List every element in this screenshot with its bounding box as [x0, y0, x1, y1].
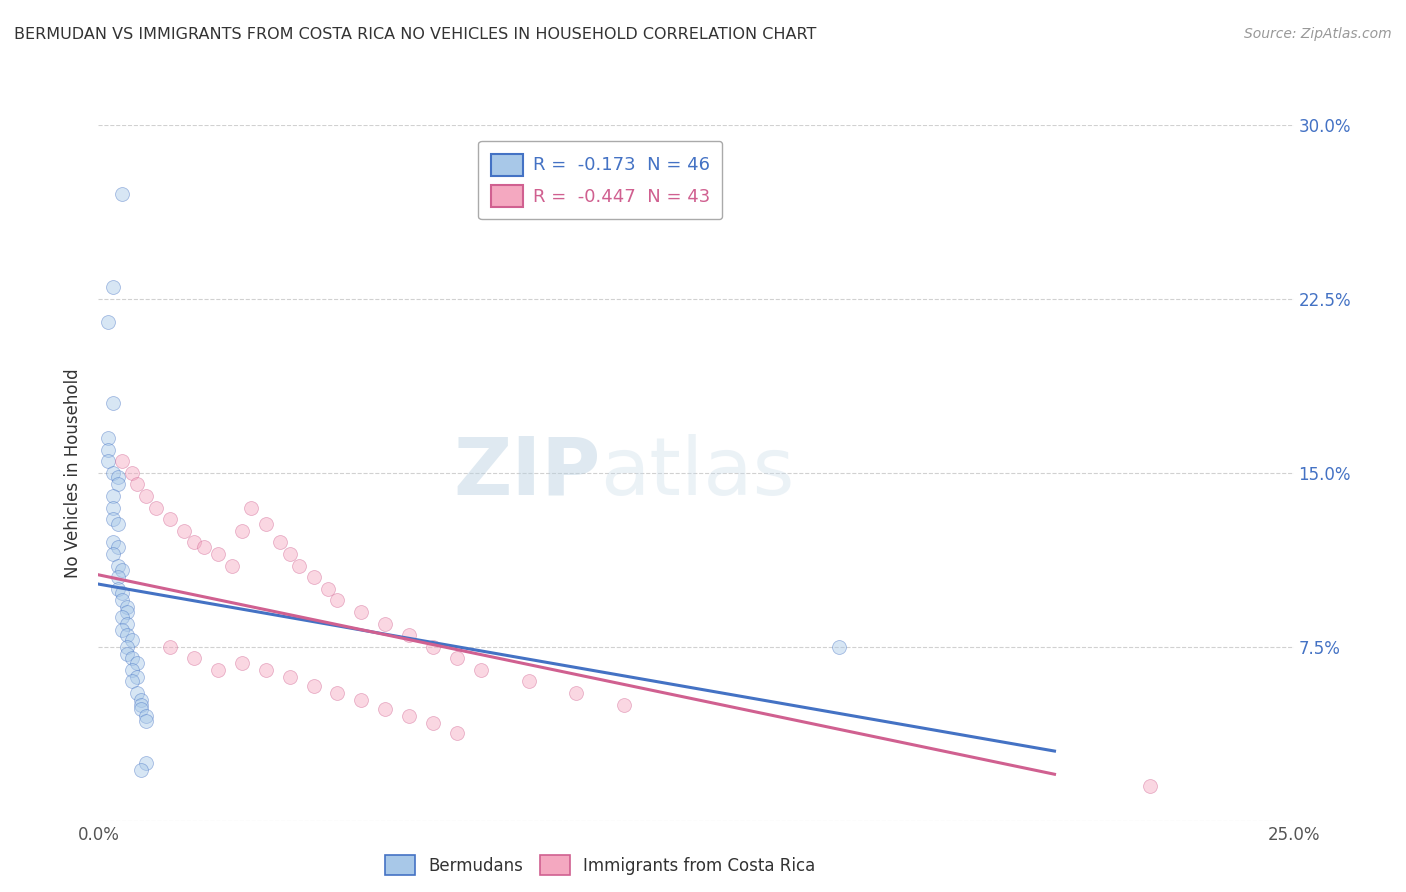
Point [565, 686, 588, 700]
Point [101, 512, 124, 526]
Point [107, 470, 129, 484]
Point [131, 698, 153, 712]
Point [111, 624, 134, 638]
Legend: Bermudans, Immigrants from Costa Rica: Bermudans, Immigrants from Costa Rica [378, 848, 823, 882]
Point [221, 558, 243, 573]
Point [398, 628, 420, 642]
Point [115, 647, 138, 661]
Text: atlas: atlas [600, 434, 794, 512]
Point [288, 558, 311, 573]
Point [101, 535, 124, 549]
Point [240, 500, 263, 515]
Point [131, 693, 153, 707]
Point [121, 674, 143, 689]
Point [101, 396, 124, 410]
Point [613, 698, 636, 712]
Point [326, 686, 349, 700]
Point [101, 547, 124, 561]
Point [231, 524, 253, 538]
Point [254, 663, 277, 677]
Text: ZIP: ZIP [453, 434, 600, 512]
Point [316, 582, 339, 596]
Point [278, 670, 301, 684]
Point [446, 651, 468, 665]
Point [231, 656, 253, 670]
Point [350, 605, 373, 619]
Point [135, 714, 157, 728]
Point [159, 640, 181, 654]
Point [97, 454, 120, 468]
Point [302, 570, 325, 584]
Text: Source: ZipAtlas.com: Source: ZipAtlas.com [1244, 27, 1392, 41]
Point [107, 558, 129, 573]
Point [125, 670, 148, 684]
Point [107, 540, 129, 554]
Point [97, 431, 120, 445]
Point [125, 477, 148, 491]
Point [374, 702, 396, 716]
Point [125, 656, 148, 670]
Point [115, 616, 138, 631]
Point [111, 609, 134, 624]
Point [121, 466, 143, 480]
Point [254, 516, 277, 531]
Point [107, 582, 129, 596]
Point [131, 702, 153, 716]
Point [350, 693, 373, 707]
Point [101, 500, 124, 515]
Point [125, 686, 148, 700]
Point [131, 763, 153, 777]
Point [145, 500, 167, 515]
Point [111, 187, 134, 202]
Point [183, 651, 205, 665]
Point [101, 466, 124, 480]
Point [173, 524, 195, 538]
Point [207, 663, 229, 677]
Point [302, 679, 325, 693]
Point [183, 535, 205, 549]
Point [326, 593, 349, 607]
Point [374, 616, 396, 631]
Point [107, 477, 129, 491]
Point [111, 563, 134, 577]
Y-axis label: No Vehicles in Household: No Vehicles in Household [65, 368, 83, 578]
Point [135, 489, 157, 503]
Point [97, 442, 120, 457]
Point [207, 547, 229, 561]
Point [828, 640, 851, 654]
Point [101, 280, 124, 294]
Point [278, 547, 301, 561]
Point [517, 674, 540, 689]
Point [135, 756, 157, 770]
Point [121, 663, 143, 677]
Point [121, 632, 143, 647]
Point [111, 586, 134, 600]
Point [1139, 779, 1161, 793]
Point [97, 315, 120, 329]
Point [470, 663, 492, 677]
Point [193, 540, 215, 554]
Point [101, 489, 124, 503]
Point [115, 600, 138, 615]
Point [115, 640, 138, 654]
Point [422, 640, 444, 654]
Point [269, 535, 291, 549]
Point [159, 512, 181, 526]
Point [121, 651, 143, 665]
Point [107, 516, 129, 531]
Point [398, 709, 420, 723]
Point [446, 725, 468, 739]
Point [107, 570, 129, 584]
Text: BERMUDAN VS IMMIGRANTS FROM COSTA RICA NO VEHICLES IN HOUSEHOLD CORRELATION CHAR: BERMUDAN VS IMMIGRANTS FROM COSTA RICA N… [14, 27, 817, 42]
Point [115, 628, 138, 642]
Point [111, 454, 134, 468]
Point [422, 716, 444, 731]
Point [135, 709, 157, 723]
Point [111, 593, 134, 607]
Point [115, 605, 138, 619]
